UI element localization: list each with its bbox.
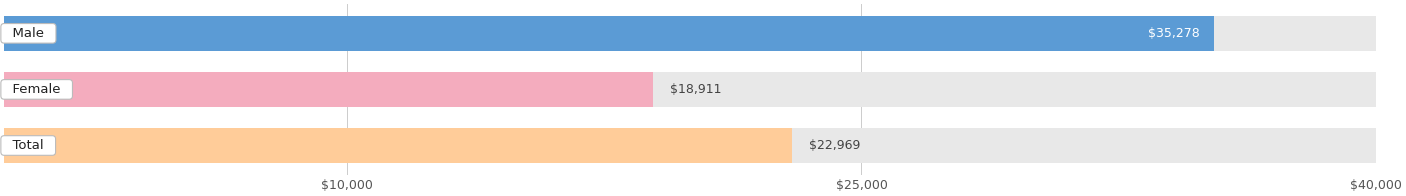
Bar	[4, 16, 1213, 51]
Text: Total: Total	[4, 139, 52, 152]
Text: $22,969: $22,969	[808, 139, 860, 152]
Text: Male: Male	[4, 27, 52, 40]
Bar	[4, 128, 1376, 163]
Bar	[4, 72, 1376, 107]
Text: $18,911: $18,911	[669, 83, 721, 96]
Text: Female: Female	[4, 83, 69, 96]
Text: $35,278: $35,278	[1149, 27, 1201, 40]
Bar	[4, 72, 652, 107]
Bar	[4, 128, 792, 163]
Bar	[4, 16, 1376, 51]
